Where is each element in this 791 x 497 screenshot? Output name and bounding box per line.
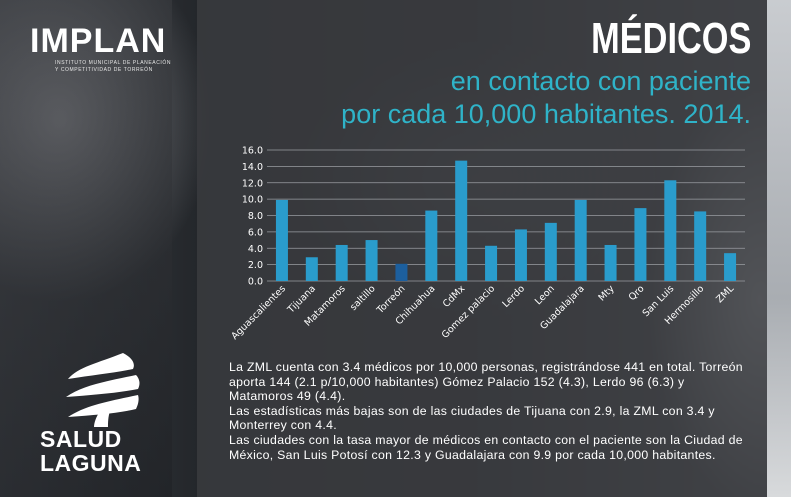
x-tick-label: CdMx [441,283,468,310]
x-tick-label: Leon [533,283,557,307]
y-tick-label: 16.0 [242,146,263,157]
x-tick-label: Qro [627,283,647,303]
bar-guadalajara [574,199,587,281]
y-tick-label: 12.0 [242,178,263,189]
bar-torre-n [395,263,408,281]
y-tick-label: 4.0 [248,244,263,255]
bar-leon [544,222,557,281]
bar-tijuana [305,257,318,281]
bar-qro [634,208,647,281]
y-tick-label: 10.0 [242,195,263,206]
y-tick-label: 14.0 [242,162,263,173]
bar-saltillo [365,240,378,281]
bar-hermosillo [694,211,707,281]
implan-logo: IMPLAN [30,22,167,60]
salud-laguna-line-1: SALUD [40,426,122,452]
chart-bars [275,160,737,281]
x-tick-label: Aguascalientes [229,283,288,342]
bar-gomez-palacio [485,245,498,281]
bar-cdmx [455,160,468,281]
y-tick-label: 8.0 [248,211,263,222]
bar-san-luis [664,180,677,281]
bar-matamoros [335,244,348,281]
right-photo-strip [767,0,791,497]
description-paragraph-3: Las ciudades con la tasa mayor de médico… [229,432,743,462]
salud-laguna-emblem-icon [66,353,140,427]
bar-aguascalientes [275,199,288,281]
y-tick-label: 6.0 [248,227,263,238]
subtitle-line-1: en contacto con paciente [450,66,751,96]
bar-mty [604,244,617,281]
bar-zml [724,253,737,281]
salud-laguna-wordmark: SALUD LAGUNA [40,427,170,475]
x-tick-label: ZML [714,283,736,305]
description-paragraph-1: La ZML cuenta con 3.4 médicos por 10,000… [229,360,743,404]
x-tick-label: saltillo [348,283,378,313]
x-tick-label: Lerdo [500,283,527,310]
y-tick-label: 0.0 [248,277,263,288]
description-paragraph-2: Las estadísticas más bajas son de las ci… [229,403,715,433]
x-tick-label: Gomez palacio [440,283,498,341]
subtitle-line-2: por cada 10,000 habitantes. 2014. [341,99,751,129]
description-text: La ZML cuenta con 3.4 médicos por 10,000… [229,360,749,462]
page-title: MÉDICOS [590,14,751,63]
bar-chihuahua [425,210,438,281]
salud-laguna-line-2: LAGUNA [40,450,142,476]
bar-lerdo [514,229,527,281]
y-tick-label: 2.0 [248,260,263,271]
bar-chart: 0.0 2.0 4.0 6.0 8.0 10.0 12.0 14.0 16.0 Aguascal… [229,146,745,342]
x-tick-label: Mty [596,283,616,303]
implan-logo-subtitle: INSTITUTO MUNICIPAL DE PLANEACIÓN Y COMP… [55,60,172,73]
chart-y-tick-labels: 0.0 2.0 4.0 6.0 8.0 10.0 12.0 14.0 16.0 [242,146,263,288]
